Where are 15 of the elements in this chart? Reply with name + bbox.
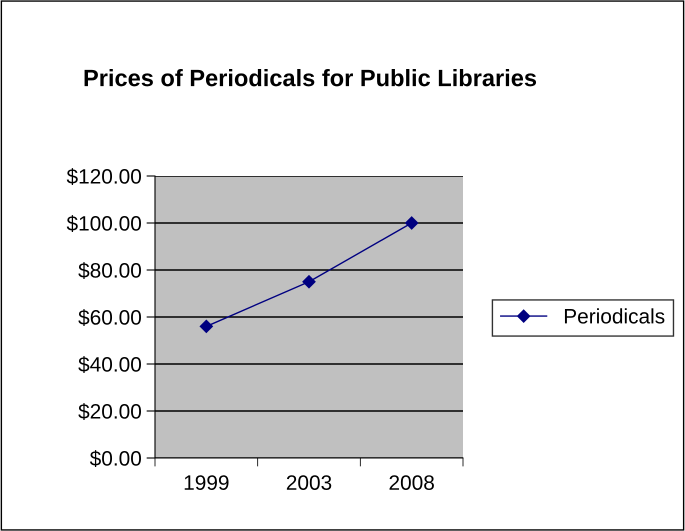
legend-label: Periodicals <box>564 308 664 324</box>
x-tick-label: 1999 <box>184 475 229 490</box>
y-tick-label: $0.00 <box>90 450 141 467</box>
point <box>405 216 418 230</box>
y-tick-label: $20.00 <box>78 403 141 420</box>
y-tick-label: $80.00 <box>78 262 141 279</box>
y-tick-label: $100.00 <box>66 215 141 232</box>
x-tick-label: 2003 <box>286 475 332 490</box>
y-tick-label: $120.00 <box>66 168 141 185</box>
point <box>200 320 213 333</box>
chart-title: Prices of Periodicals for Public Libraries <box>84 68 536 86</box>
x-tick-label: 2008 <box>390 475 434 490</box>
y-tick-label: $60.00 <box>78 309 141 326</box>
y-tick-label: $40.00 <box>78 356 141 373</box>
point <box>302 275 316 288</box>
